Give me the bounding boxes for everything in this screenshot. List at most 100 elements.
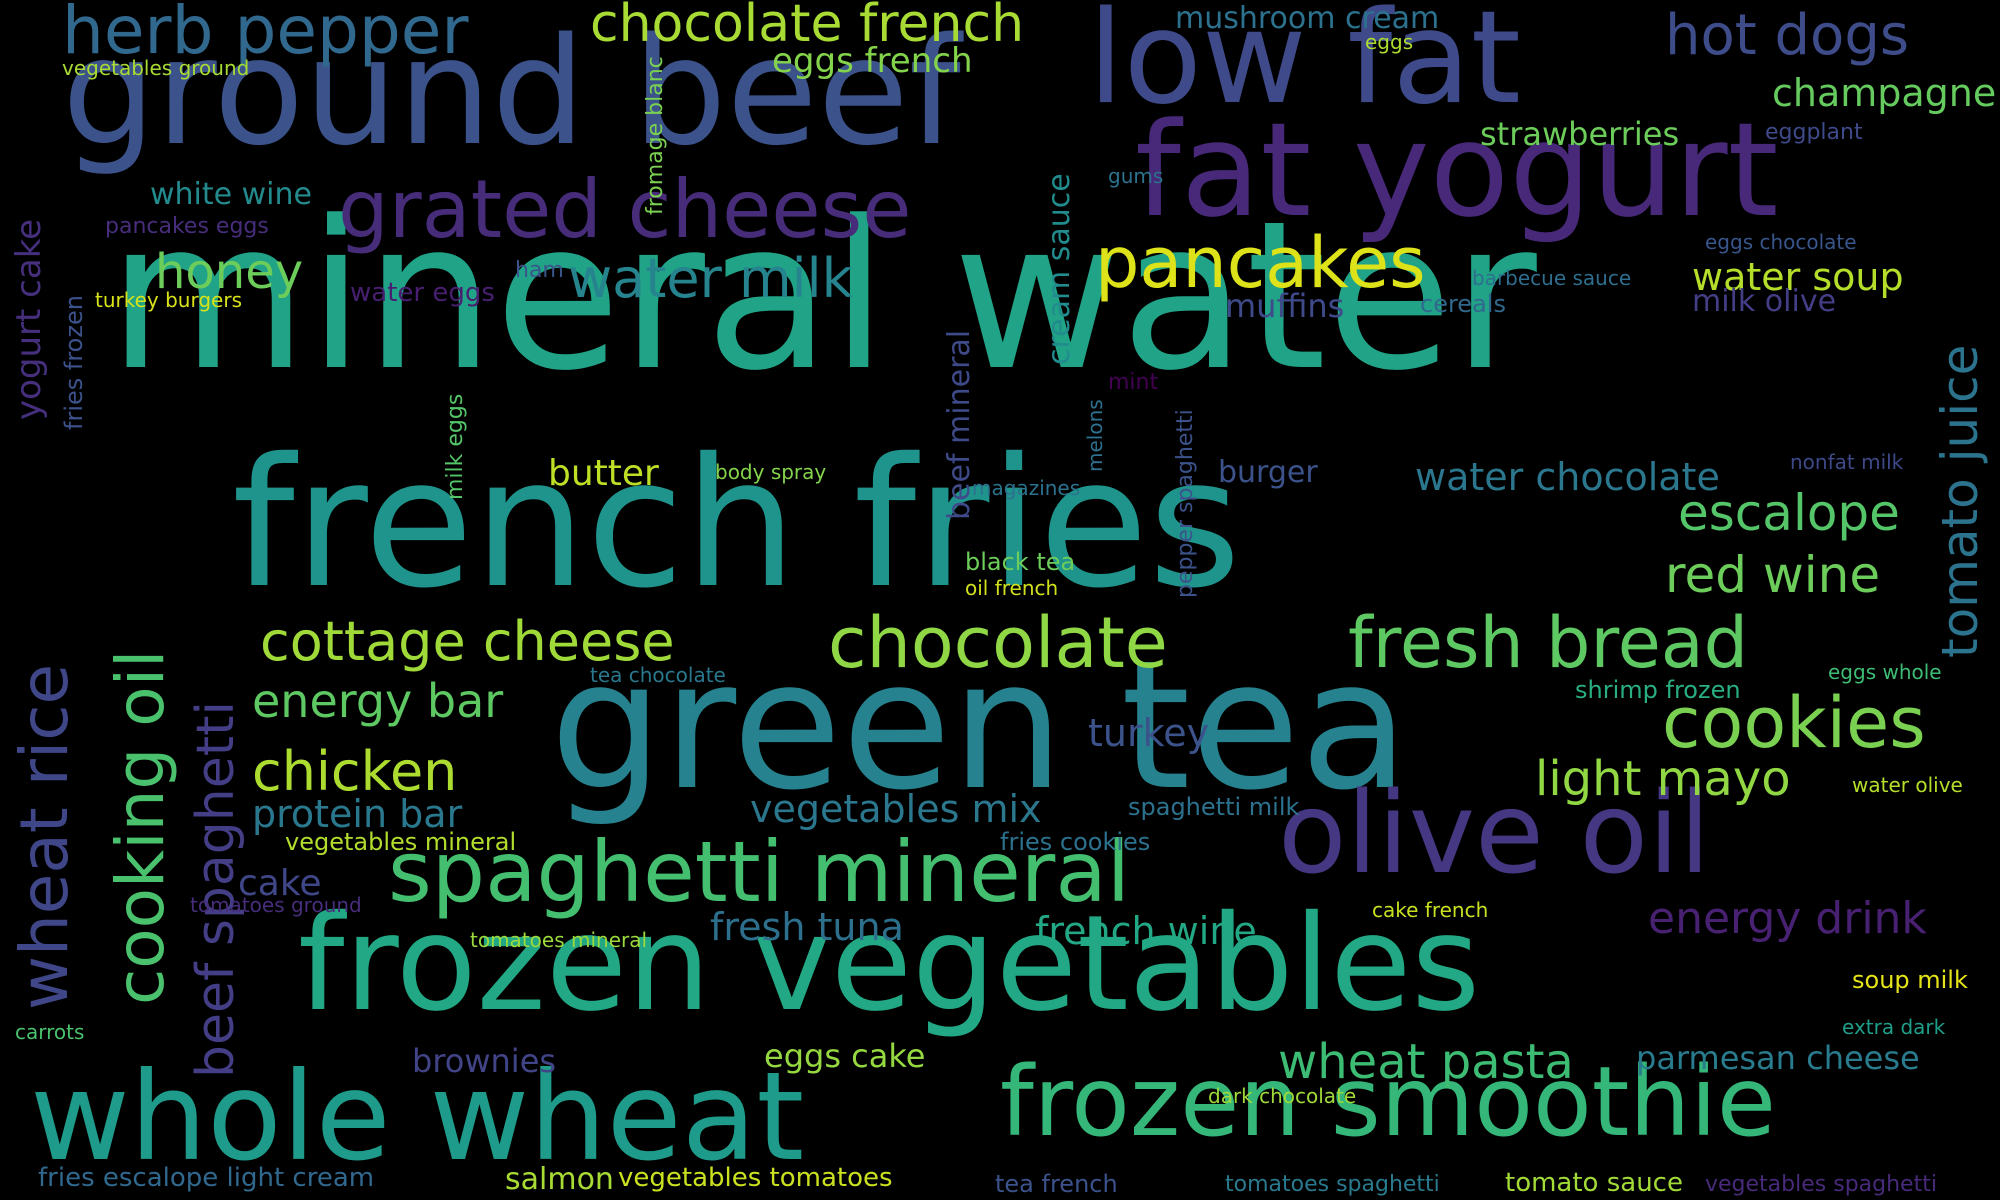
word-red-wine: red wine: [1665, 546, 1881, 604]
word-fries-frozen: fries frozen: [60, 295, 88, 430]
word-cottage-cheese: cottage cheese: [260, 610, 675, 673]
word-grated-cheese: grated cheese: [338, 163, 912, 256]
word-extra-dark: extra dark: [1842, 1015, 1946, 1039]
word-energy-drink: energy drink: [1648, 893, 1927, 944]
word-white-wine: white wine: [150, 177, 312, 212]
word-tomato-sauce: tomato sauce: [1505, 1168, 1683, 1198]
word-eggplant: eggplant: [1765, 120, 1863, 145]
word-eggs-whole: eggs whole: [1828, 660, 1942, 684]
word-cookies: cookies: [1662, 682, 1926, 764]
word-spaghetti-milk: spaghetti milk: [1128, 793, 1300, 821]
word-cooking-oil: cooking oil: [102, 649, 179, 1005]
word-vegetables-mineral: vegetables mineral: [285, 828, 517, 856]
word-fresh-tuna: fresh tuna: [710, 905, 904, 949]
word-brownies: brownies: [412, 1042, 557, 1080]
word-spaghetti-mineral: spaghetti mineral: [388, 823, 1131, 921]
word-salmon: salmon: [505, 1162, 614, 1197]
word-escalope: escalope: [1678, 484, 1900, 542]
word-yogurt-cake: yogurt cake: [9, 218, 49, 420]
word-pancakes: pancakes: [1095, 222, 1426, 304]
word-ham: ham: [515, 258, 564, 283]
word-soup-milk: soup milk: [1852, 966, 1968, 994]
word-ground-beef: ground beef: [62, 6, 961, 178]
word-french-wine: french wine: [1035, 909, 1257, 953]
word-parmesan-cheese: parmesan cheese: [1636, 1039, 1920, 1077]
word-honey: honey: [155, 244, 304, 300]
word-chocolate: chocolate: [828, 602, 1168, 684]
word-carrots: carrots: [15, 1020, 85, 1044]
word-oil-french: oil french: [965, 576, 1059, 600]
word-milk-olive: milk olive: [1692, 284, 1837, 319]
word-fromage-blanc: fromage blanc: [643, 56, 668, 215]
word-protein-bar: protein bar: [252, 792, 463, 836]
word-gums: gums: [1108, 164, 1164, 188]
word-beef-spaghetti: beef spaghetti: [186, 701, 246, 1078]
word-light-mayo: light mayo: [1535, 751, 1791, 807]
word-vegetables-spaghetti: vegetables spaghetti: [1705, 1172, 1937, 1197]
word-frozen-vegetables: frozen vegetables: [298, 887, 1481, 1041]
word-tomatoes-spaghetti: tomatoes spaghetti: [1225, 1172, 1440, 1197]
word-fries-escalope-light-cream: fries escalope light cream: [38, 1163, 375, 1193]
word-tomatoes-ground: tomatoes ground: [190, 893, 362, 917]
word-muffins: muffins: [1225, 287, 1345, 325]
word-nonfat-milk: nonfat milk: [1790, 450, 1904, 474]
word-frozen-smoothie: frozen smoothie: [1000, 1046, 1776, 1158]
word-water-olive: water olive: [1852, 773, 1963, 797]
word-cream-sauce: cream sauce: [1042, 173, 1077, 365]
word-mineral-water: mineral water: [108, 178, 1537, 416]
word-fresh-bread: fresh bread: [1348, 602, 1749, 684]
word-black-tea: black tea: [965, 548, 1076, 576]
word-vegetables-mix: vegetables mix: [750, 787, 1042, 831]
word-cereals: cereals: [1420, 290, 1506, 318]
word-barbecue-sauce: barbecue sauce: [1472, 266, 1632, 290]
word-vegetables-ground: vegetables ground: [62, 56, 250, 80]
word-tea-french: tea french: [995, 1170, 1118, 1198]
word-whole-wheat: whole wheat: [30, 1046, 805, 1188]
word-eggs: eggs: [1365, 30, 1414, 54]
word-mint: mint: [1108, 370, 1159, 395]
word-beef-mineral: beef mineral: [942, 329, 977, 520]
word-strawberries: strawberries: [1480, 115, 1680, 153]
word-herb-pepper: herb pepper: [62, 0, 469, 69]
word-eggs-chocolate: eggs chocolate: [1705, 230, 1857, 254]
word-shrimp-frozen: shrimp frozen: [1575, 676, 1741, 704]
word-mushroom-cream: mushroom cream: [1175, 1, 1440, 36]
word-water-eggs: water eggs: [350, 278, 495, 308]
word-champagne: champagne: [1772, 71, 1997, 115]
word-melons: melons: [1083, 399, 1107, 472]
word-green-tea: green tea: [550, 622, 1410, 829]
word-low-fat: low fat: [1088, 0, 1521, 133]
word-pancakes-eggs: pancakes eggs: [105, 214, 269, 239]
word-cake: cake: [238, 863, 322, 904]
word-body-spray: body spray: [715, 460, 827, 484]
word-hot-dogs: hot dogs: [1665, 3, 1910, 68]
word-burger: burger: [1218, 455, 1318, 490]
word-water-milk: water milk: [568, 247, 853, 310]
word-chicken: chicken: [252, 740, 458, 803]
word-tomato-juice: tomato juice: [1931, 344, 1989, 658]
word-tomatoes-mineral: tomatoes mineral: [470, 928, 648, 952]
word-fat-yogurt: fat yogurt: [1135, 94, 1779, 246]
word-cake-french: cake french: [1372, 898, 1489, 922]
word-water-soup: water soup: [1692, 255, 1904, 299]
word-eggs-cake: eggs cake: [764, 1037, 926, 1075]
word-fries-cookies: fries cookies: [1000, 828, 1151, 856]
word-olive-oil: olive oil: [1278, 769, 1711, 899]
word-eggs-french: eggs french: [772, 41, 973, 81]
word-butter: butter: [548, 453, 659, 494]
word-water-chocolate: water chocolate: [1415, 455, 1720, 499]
word-vegetables-tomatoes: vegetables tomatoes: [618, 1163, 893, 1193]
word-magazines: magazines: [972, 476, 1081, 500]
word-wheat-pasta: wheat pasta: [1278, 1034, 1574, 1090]
word-milk-eggs: milk eggs: [443, 393, 468, 500]
word-energy-bar: energy bar: [252, 674, 504, 728]
word-wheat-rice: wheat rice: [6, 663, 83, 1010]
word-dark-chocolate: dark chocolate: [1208, 1084, 1357, 1108]
word-turkey: turkey: [1088, 711, 1210, 755]
word-turkey-burgers: turkey burgers: [95, 288, 242, 312]
word-chocolate-french: chocolate french: [590, 0, 1025, 54]
word-pepper-spaghetti: pepper spaghetti: [1173, 409, 1198, 598]
word-tea-chocolate: tea chocolate: [590, 663, 726, 687]
word-french-fries: french fries: [232, 420, 1242, 627]
